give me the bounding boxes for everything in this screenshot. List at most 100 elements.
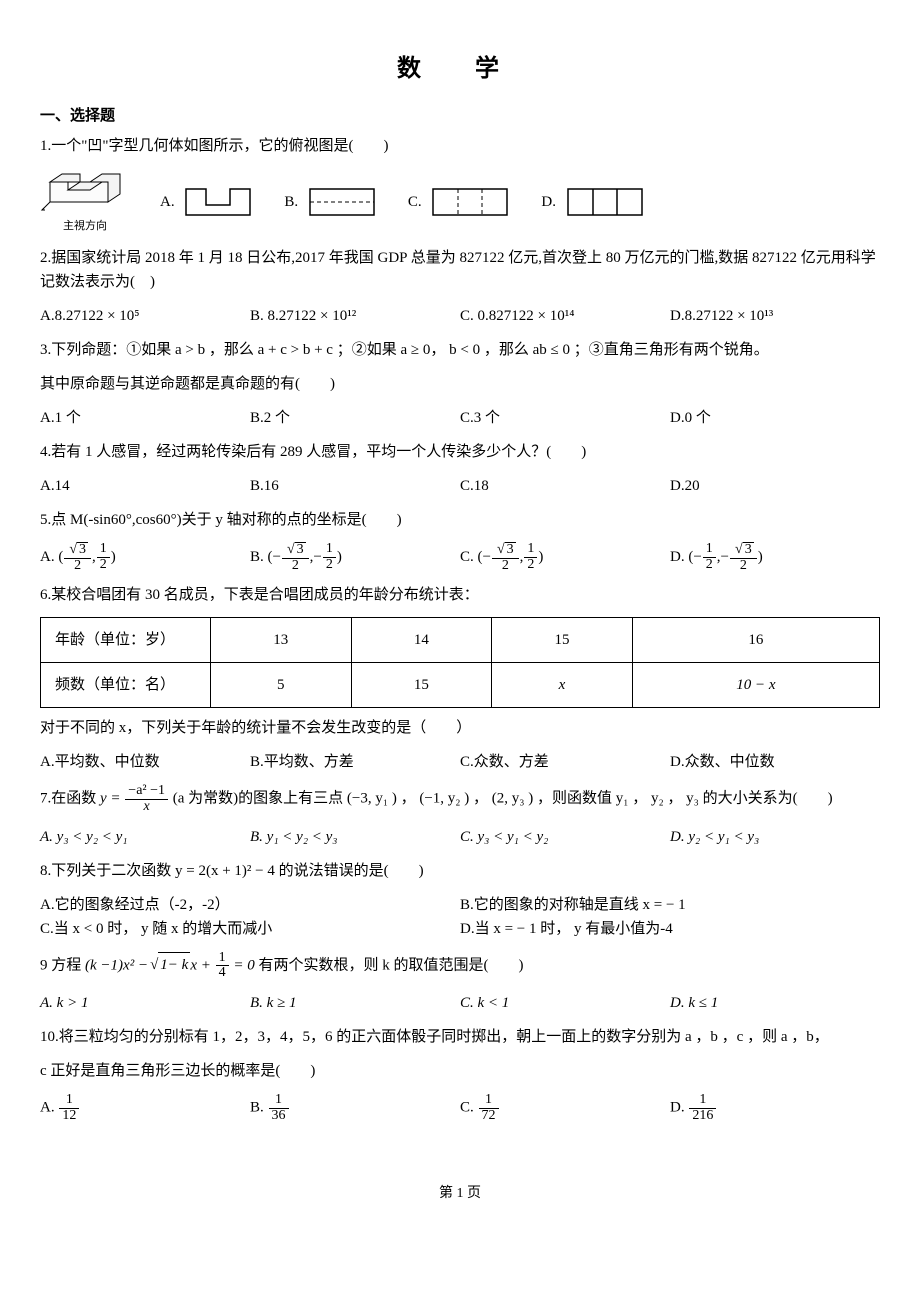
- den2e: 2: [492, 559, 519, 574]
- option-a-icon: [184, 187, 254, 217]
- q7a-txt: A. y₃ < y₂ < y₁: [40, 829, 128, 845]
- q8-b: B.它的图象的对称轴是直线 x = − 1: [460, 893, 880, 917]
- var-10mx: 10 − x: [736, 677, 775, 693]
- q5-options: A. (32,12) B. (−32,−12) C. (−32,12) D. (…: [40, 542, 880, 573]
- q10-b: B. 136: [250, 1093, 460, 1123]
- close-paren: ): [111, 549, 116, 565]
- q8-a: A.它的图象经过点（-2，-2）: [40, 893, 460, 917]
- page-title: 数 学: [40, 50, 880, 88]
- sqrt3c: 3: [505, 542, 516, 558]
- cell-h1: 年龄（单位：岁）: [41, 618, 211, 663]
- commad: ,: [717, 549, 721, 565]
- q3-a: A.1 个: [40, 406, 250, 430]
- close-parend: ): [758, 549, 763, 565]
- q8-options: A.它的图象经过点（-2，-2） B.它的图象的对称轴是直线 x = − 1 C…: [40, 893, 880, 941]
- q6-after: 对于不同的 x，下列关于年龄的统计量不会发生改变的是（ ）: [40, 716, 880, 740]
- cell-14: 14: [351, 618, 492, 663]
- cell-16: 16: [632, 618, 879, 663]
- opt-a-label: A.: [160, 194, 175, 210]
- page-footer: 第 1 页: [40, 1183, 880, 1205]
- q9-den: 4: [216, 966, 229, 981]
- num1: 1: [97, 542, 110, 558]
- cell-v1: 5: [211, 663, 352, 708]
- q9-c: C. k < 1: [460, 991, 670, 1015]
- q4-a: A.14: [40, 474, 250, 498]
- q2-d: D.8.27122 × 10¹³: [670, 304, 880, 328]
- q9a-txt: A. k > 1: [40, 995, 88, 1011]
- q1-opt-c: C.: [408, 187, 512, 217]
- opt-b-label: B.: [284, 194, 298, 210]
- q10-d: D. 1216: [670, 1093, 880, 1123]
- q5-d-pre: D. (−: [670, 549, 702, 565]
- concave-3d-icon: [40, 168, 130, 218]
- q10-a: A. 112: [40, 1093, 250, 1123]
- close-parenb: ): [337, 549, 342, 565]
- q10c-n: 1: [479, 1093, 499, 1109]
- q3-options: A.1 个 B.2 个 C.3 个 D.0 个: [40, 406, 880, 430]
- cell-v2: 15: [351, 663, 492, 708]
- q9-mid: 有两个实数根，则 k 的取值范围是( ): [258, 957, 523, 973]
- q5-a-pre: A. (: [40, 549, 63, 565]
- q3-d: D.0 个: [670, 406, 880, 430]
- num1b: 1: [323, 542, 336, 558]
- q9-d: D. k ≤ 1: [670, 991, 880, 1015]
- q6-text: 6.某校合唱团有 30 名成员，下表是合唱团成员的年龄分布统计表：: [40, 583, 880, 607]
- q7-yeq: y =: [100, 791, 121, 807]
- section-heading: 一、选择题: [40, 104, 880, 128]
- q1-options-row: 主視方向 A. B. C. D.: [40, 168, 880, 236]
- q2-c: C. 0.827122 × 10¹⁴: [460, 304, 670, 328]
- q3-line1: 3.下列命题：①如果 a > b ，那么 a + c > b + c ；②如果 …: [40, 338, 880, 362]
- q10d-pre: D.: [670, 1100, 685, 1116]
- q10-options: A. 112 B. 136 C. 172 D. 1216: [40, 1093, 880, 1123]
- q1-opt-d: D.: [541, 187, 645, 217]
- den2h: 2: [730, 559, 757, 574]
- q1-text: 1.一个"凹"字型几何体如图所示，它的俯视图是( ): [40, 134, 880, 158]
- q7-a: A. y₃ < y₂ < y₁: [40, 825, 250, 849]
- q1-opt-b: B.: [284, 187, 378, 217]
- q6-options: A.平均数、中位数 B.平均数、方差 C.众数、方差 D.众数、中位数: [40, 750, 880, 774]
- opt-c-label: C.: [408, 194, 422, 210]
- cell-v4: 10 − x: [632, 663, 879, 708]
- q1-opt-a: A.: [160, 187, 254, 217]
- q9-t3: = 0: [233, 957, 254, 973]
- var-x: x: [559, 677, 566, 693]
- q4-options: A.14 B.16 C.18 D.20: [40, 474, 880, 498]
- q8-c: C.当 x < 0 时， y 随 x 的增大而减小: [40, 917, 460, 941]
- q3-line2: 其中原命题与其逆命题都是真命题的有( ): [40, 372, 880, 396]
- q7-c: C. y₃ < y₁ < y₂: [460, 825, 670, 849]
- q10-line2: c 正好是直角三角形三边长的概率是( ): [40, 1059, 880, 1083]
- q10-line1: 10.将三粒均匀的分别标有 1，2，3，4，5，6 的正六面体骰子同时掷出，朝上…: [40, 1025, 880, 1049]
- commab: ,: [310, 549, 314, 565]
- den2c: 2: [282, 559, 309, 574]
- q5-c-pre: C. (−: [460, 549, 491, 565]
- q10a-d: 12: [59, 1109, 79, 1124]
- q9-text: 9 方程 (k −1)x² −1− kx + 14 = 0 有两个实数根，则 k…: [40, 951, 880, 981]
- q9c-txt: C. k < 1: [460, 995, 509, 1011]
- den2f: 2: [524, 558, 537, 573]
- q7-num: −a² −1: [125, 784, 168, 800]
- den2b: 2: [97, 558, 110, 573]
- den2d: 2: [323, 558, 336, 573]
- close-parenc: ): [538, 549, 543, 565]
- q10-c: C. 172: [460, 1093, 670, 1123]
- opt-d-label: D.: [541, 194, 556, 210]
- q2-text: 2.据国家统计局 2018 年 1 月 18 日公布,2017 年我国 GDP …: [40, 246, 880, 294]
- q9b-txt: B. k ≥ 1: [250, 995, 297, 1011]
- q6-b: B.平均数、方差: [250, 750, 460, 774]
- q5-d: D. (−12,−32): [670, 542, 880, 573]
- q7-text: 7.在函数 y = −a² −1x (a 为常数)的图象上有三点 (−3, y₁…: [40, 784, 880, 814]
- q3-c: C.3 个: [460, 406, 670, 430]
- comma: ,: [92, 549, 96, 565]
- q8-text: 8.下列关于二次函数 y = 2(x + 1)² − 4 的说法错误的是( ): [40, 859, 880, 883]
- den2g: 2: [703, 558, 716, 573]
- q5-c: C. (−32,12): [460, 542, 670, 573]
- sqrt3: 3: [77, 542, 88, 558]
- q2-a: A.8.27122 × 10⁵: [40, 304, 250, 328]
- q7-b: B. y₁ < y₂ < y₃: [250, 825, 460, 849]
- q5-a: A. (32,12): [40, 542, 250, 573]
- table-row: 年龄（单位：岁） 13 14 15 16: [41, 618, 880, 663]
- q7c-txt: C. y₃ < y₁ < y₂: [460, 829, 548, 845]
- q7d-txt: D. y₂ < y₁ < y₃: [670, 829, 759, 845]
- q2-options: A.8.27122 × 10⁵ B. 8.27122 × 10¹² C. 0.8…: [40, 304, 880, 328]
- main-view-label: 主視方向: [63, 218, 107, 236]
